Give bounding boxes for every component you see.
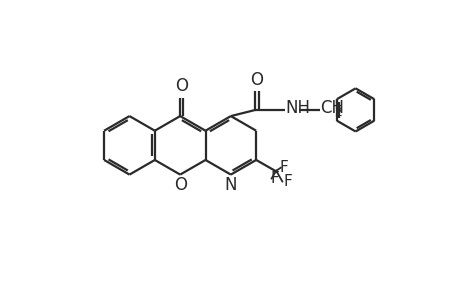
Text: F: F xyxy=(279,160,287,175)
Text: O: O xyxy=(250,71,263,89)
Text: F: F xyxy=(283,174,292,189)
Text: O: O xyxy=(175,77,188,95)
Text: 2: 2 xyxy=(333,106,341,119)
Text: O: O xyxy=(174,176,186,194)
Text: N: N xyxy=(224,176,236,194)
Text: CH: CH xyxy=(319,99,343,117)
Text: NH: NH xyxy=(285,99,310,117)
Text: F: F xyxy=(269,171,278,186)
